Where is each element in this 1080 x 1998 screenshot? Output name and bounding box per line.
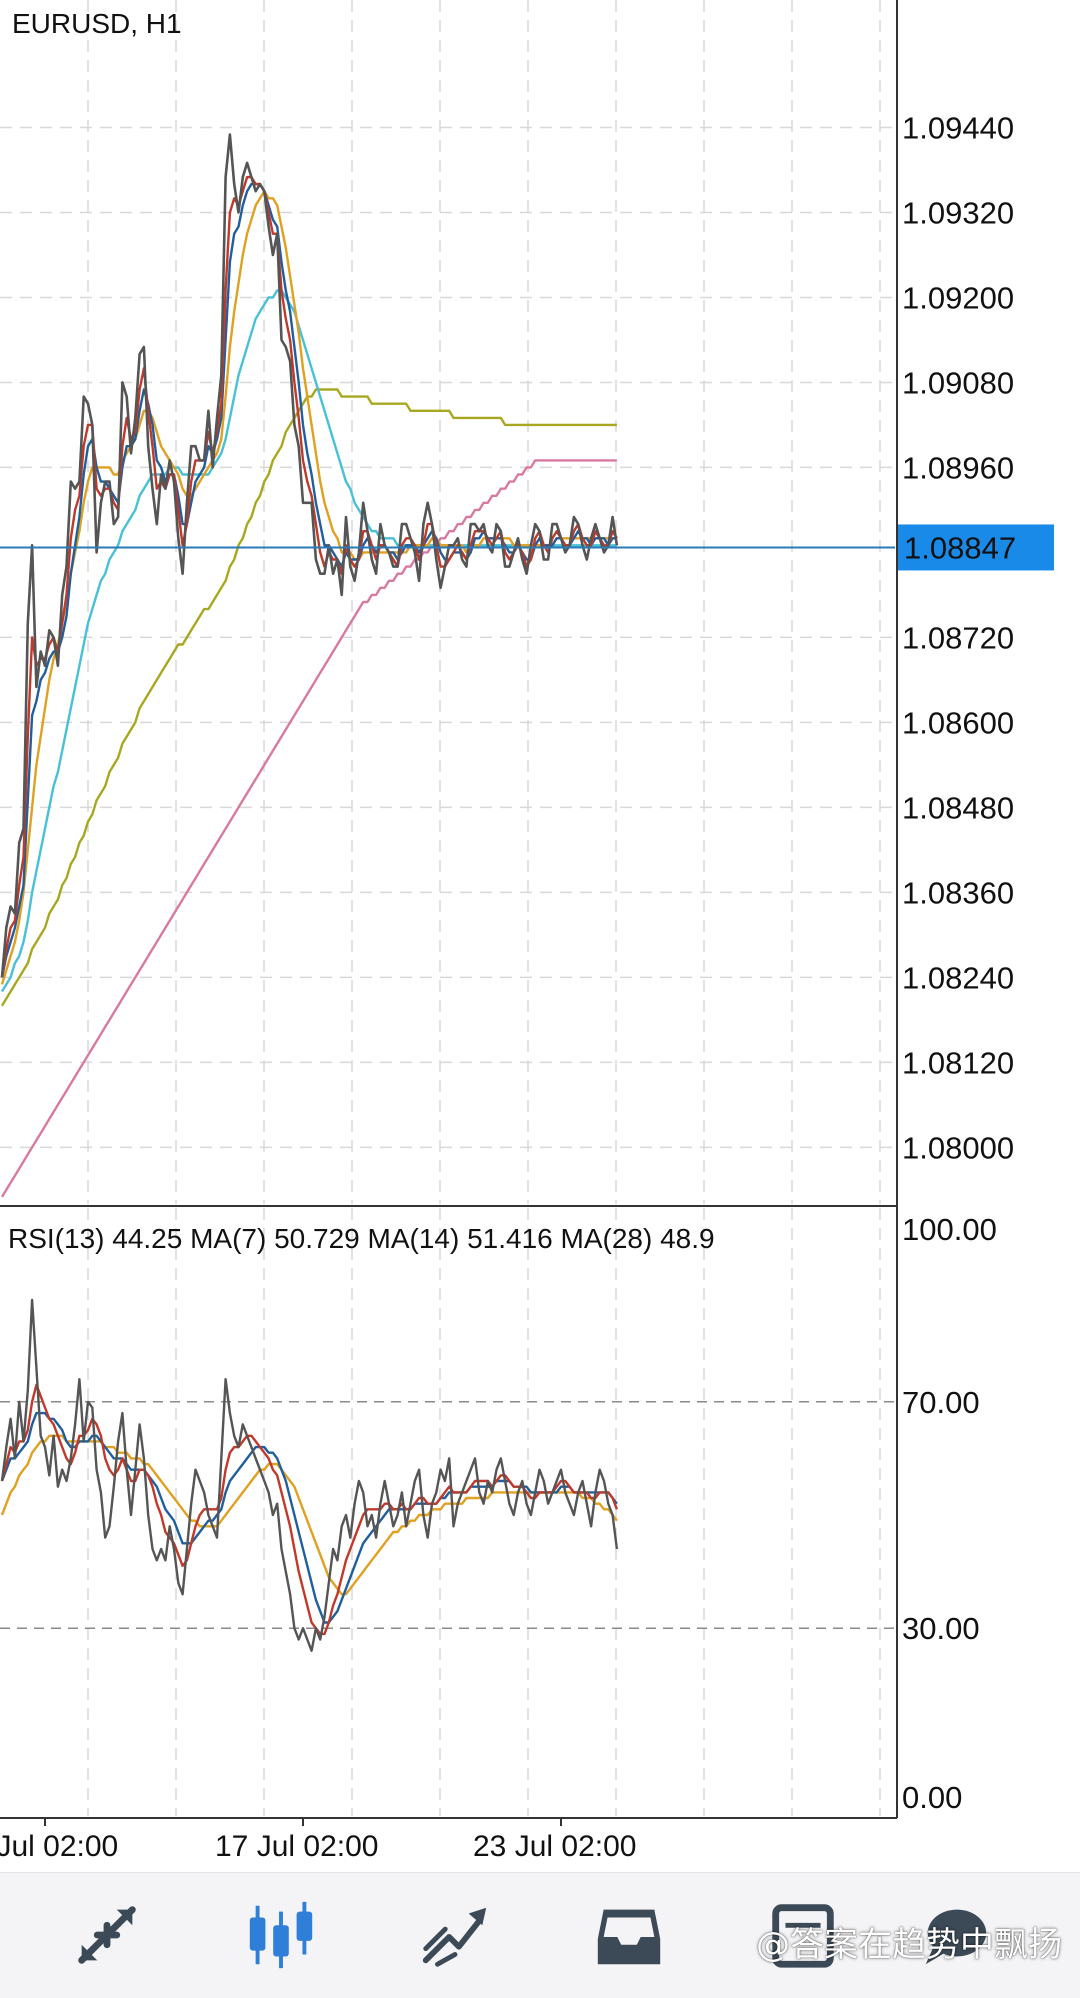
chat-button[interactable]	[900, 1883, 1010, 1987]
rsi-indicator-panel[interactable]: RSI(13) 44.25 MA(7) 50.729 MA(14) 51.416…	[0, 1208, 997, 1816]
time-tick-label: 17 Jul 02:00	[215, 1830, 378, 1863]
current-price-label: 1.08847	[904, 530, 1016, 565]
indicators-button[interactable]	[400, 1883, 510, 1987]
current-price-badge: 1.08847	[898, 524, 1054, 571]
inbox-button[interactable]	[574, 1883, 684, 1987]
price-tick-label: 1.08000	[902, 1130, 1014, 1165]
price-tick-label: 1.08240	[902, 960, 1014, 995]
price-series-line	[0, 182, 617, 978]
rsi-series-line	[0, 1383, 619, 1636]
price-series-line	[0, 388, 617, 1007]
price-axis-labels: 1.09440 1.09320 1.09200 1.09080 1.08960 1.087…	[902, 110, 1014, 1165]
chart-button[interactable]	[226, 1883, 336, 1987]
time-tick-label: 11 Jul 02:00	[0, 1830, 118, 1863]
current-price-badge-bg	[898, 524, 1054, 571]
price-series-line	[0, 189, 617, 985]
rsi-tick-label: 30.00	[902, 1611, 980, 1646]
price-tick-label: 1.08120	[902, 1045, 1014, 1080]
rsi-header: RSI(13) 44.25 MA(7) 50.729 MA(14) 51.416…	[8, 1223, 715, 1254]
rsi-tick-label: 70.00	[902, 1385, 980, 1420]
price-tick-label: 1.09080	[902, 365, 1014, 400]
rsi-series-line	[0, 1298, 619, 1653]
price-series-line	[0, 459, 617, 1198]
time-axis-labels: 11 Jul 02:00 17 Jul 02:00 23 Jul 02:00	[0, 1818, 636, 1863]
price-chart-panel[interactable]: EURUSD, H1 1.094401.093201.092001.090801…	[0, 0, 1054, 1204]
rsi-tick-label: 100.00	[902, 1212, 997, 1247]
rsi-axis-labels: 100.00 70.00 30.00 0.00	[902, 1212, 997, 1815]
candlestick-chart-icon	[249, 1901, 313, 1969]
price-series	[0, 133, 619, 1198]
trade-button[interactable]	[52, 1883, 162, 1987]
history-button[interactable]	[748, 1883, 858, 1987]
bottom-toolbar: @答案在趋势中飘扬	[0, 1872, 1080, 1998]
chart-canvas[interactable]: EURUSD, H1 1.094401.093201.092001.090801…	[0, 0, 1080, 1872]
price-tick-label: 1.08480	[902, 790, 1014, 825]
price-tick-label: 1.09200	[902, 280, 1014, 315]
price-series-line	[0, 133, 619, 978]
price-tick-label: 1.08720	[902, 620, 1014, 655]
price-tick-label: 1.09320	[902, 195, 1014, 230]
chart-title: EURUSD, H1	[12, 8, 182, 39]
rsi-grid	[0, 1208, 895, 1816]
history-icon	[772, 1904, 834, 1968]
price-tick-label: 1.08960	[902, 450, 1014, 485]
trade-arrows-icon	[78, 1906, 136, 1964]
rsi-series	[0, 1298, 619, 1653]
rsi-tick-label: 0.00	[902, 1780, 962, 1815]
price-grid	[0, 0, 895, 1204]
price-tick-label: 1.08360	[902, 875, 1014, 910]
price-tick-label: 1.08600	[902, 705, 1014, 740]
watermark-text: @答案在趋势中飘扬	[756, 1925, 1062, 1965]
price-tick-label: 1.09440	[902, 110, 1014, 145]
inbox-tray-icon	[597, 1909, 661, 1965]
time-tick-label: 23 Jul 02:00	[473, 1830, 636, 1863]
chat-bubble-icon	[925, 1909, 987, 1965]
indicators-trend-icon	[422, 1907, 487, 1967]
